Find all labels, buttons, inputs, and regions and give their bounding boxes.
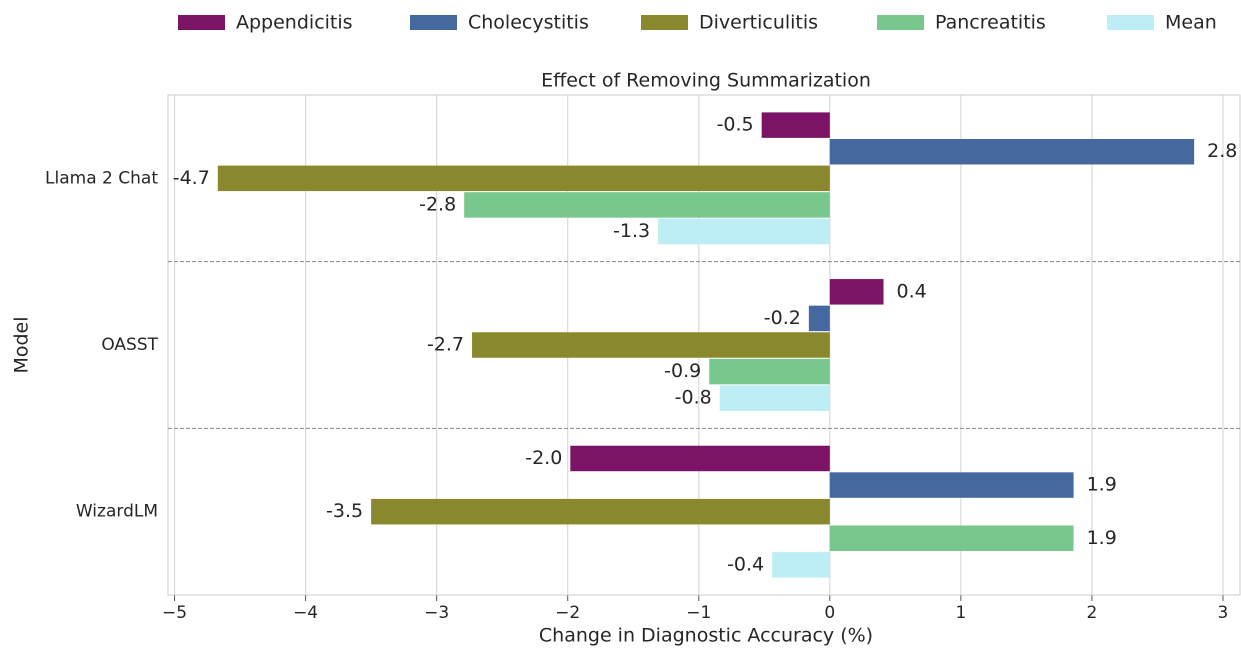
legend-swatch <box>410 15 457 30</box>
y-tick-label: Llama 2 Chat <box>45 168 158 188</box>
x-tick-label: −3 <box>424 603 449 623</box>
value-label: -3.5 <box>326 500 363 522</box>
value-label: 1.9 <box>1087 474 1117 496</box>
value-label: -4.7 <box>173 167 210 189</box>
legend-label: Mean <box>1165 12 1217 34</box>
legend-label: Pancreatitis <box>935 12 1046 34</box>
bar <box>829 472 1074 498</box>
bar <box>658 218 830 245</box>
x-tick-label: −1 <box>686 603 711 623</box>
y-axis-label: Model <box>11 316 33 373</box>
legend-swatch <box>1107 15 1154 30</box>
legend-swatch <box>877 15 924 30</box>
value-label: -0.2 <box>764 307 801 329</box>
legend-swatch <box>178 15 225 30</box>
value-label: -1.3 <box>613 220 650 242</box>
value-label: -2.7 <box>427 334 464 356</box>
value-label: 0.4 <box>897 280 927 302</box>
bar <box>719 385 830 411</box>
x-tick-label: −4 <box>293 603 318 623</box>
bar <box>570 445 830 472</box>
value-label: -2.8 <box>419 193 456 215</box>
value-label: 2.8 <box>1207 140 1237 162</box>
chart-title: Effect of Removing Summarization <box>541 70 871 92</box>
legend-label: Appendicitis <box>236 12 353 34</box>
bar <box>217 165 830 192</box>
bar <box>761 112 830 138</box>
bar <box>371 498 830 525</box>
value-label: -0.8 <box>675 387 712 409</box>
y-tick-label: WizardLM <box>76 502 158 522</box>
x-tick-label: −2 <box>555 603 580 623</box>
plot-frame <box>167 94 1241 596</box>
value-label: -2.0 <box>525 447 562 469</box>
bar <box>772 552 830 578</box>
value-label: -0.4 <box>727 553 764 575</box>
bar <box>808 305 830 332</box>
bar <box>709 358 830 385</box>
legend-label: Cholecystitis <box>468 12 589 34</box>
x-tick-label: 3 <box>1218 603 1229 623</box>
value-label: 1.9 <box>1087 527 1117 549</box>
legend-swatch <box>641 15 688 30</box>
x-tick-label: 0 <box>824 603 835 623</box>
bar <box>472 332 830 358</box>
value-label: -0.9 <box>664 360 701 382</box>
x-axis-label: Change in Diagnostic Accuracy (%) <box>539 625 873 647</box>
x-tick-label: 2 <box>1086 603 1097 623</box>
bar <box>829 525 1074 552</box>
x-tick-label: 1 <box>955 603 966 623</box>
x-tick-label: −5 <box>162 603 187 623</box>
y-tick-label: OASST <box>101 335 158 355</box>
value-label: -0.5 <box>717 114 754 136</box>
bar <box>464 192 830 218</box>
bar <box>829 138 1195 165</box>
bar <box>829 279 884 305</box>
legend-label: Diverticulitis <box>699 12 818 34</box>
